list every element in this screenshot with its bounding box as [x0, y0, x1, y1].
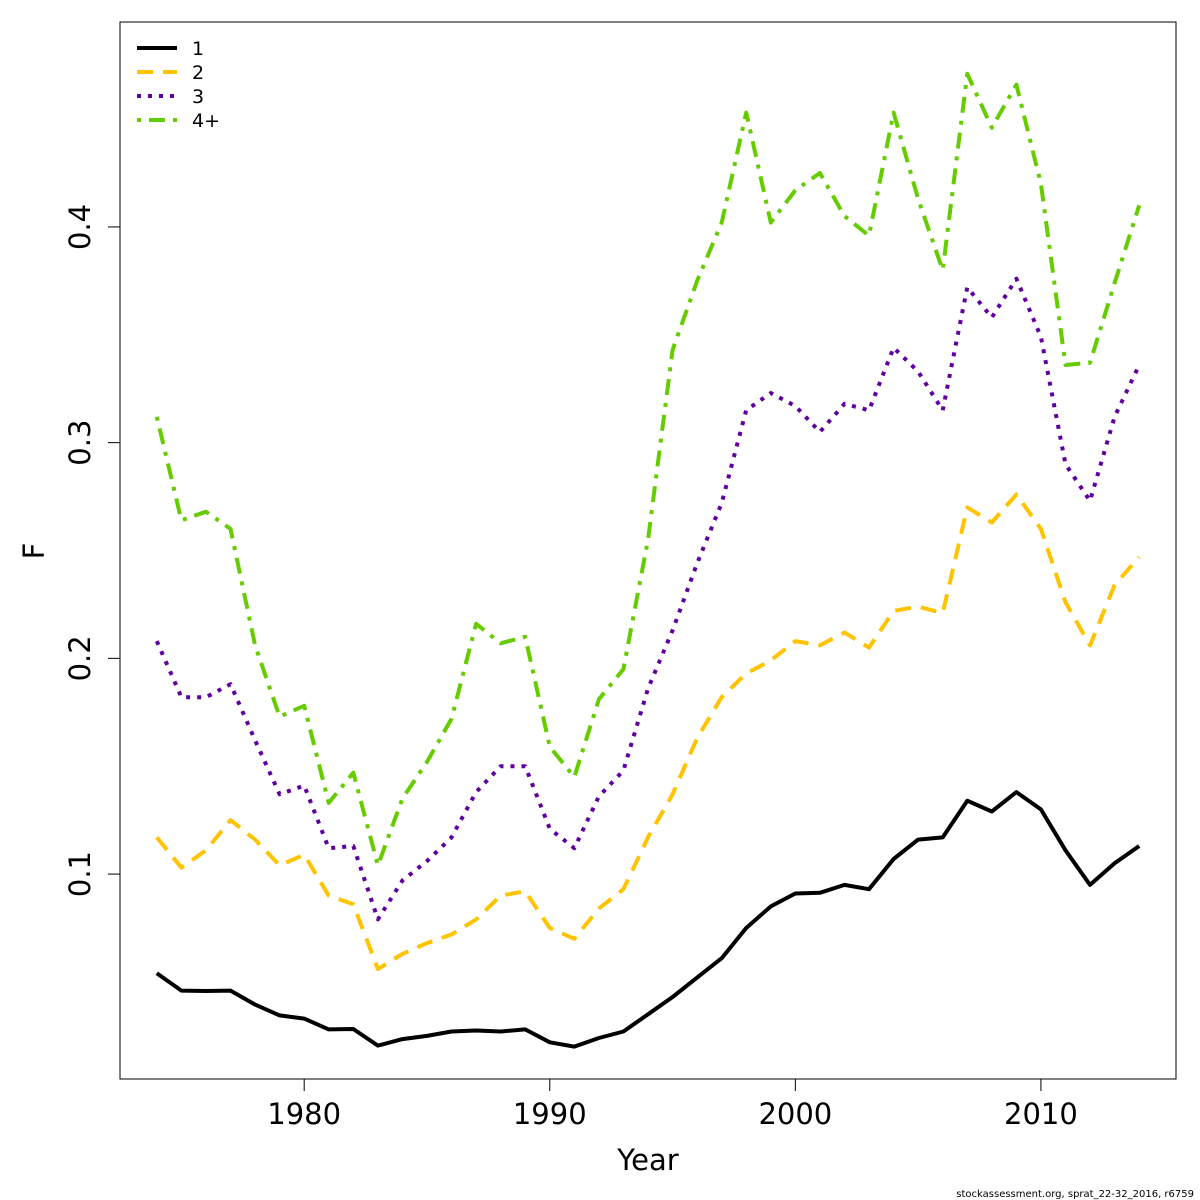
footer-credit: stockassessment.org, sprat_22-32_2016, r… [956, 1189, 1194, 1200]
series-line-2 [155, 492, 1141, 971]
x-axis-title: Year [616, 1143, 678, 1177]
y-axis-title: F [17, 543, 51, 560]
series-lines [154, 71, 1142, 1049]
y-tick-label: 0.3 [63, 420, 97, 466]
y-tick-label: 0.4 [63, 204, 97, 250]
x-tick-label: 2000 [758, 1097, 832, 1131]
series-line-3 [154, 276, 1142, 922]
legend-label-2: 2 [192, 62, 204, 84]
x-tick-label: 2010 [1004, 1097, 1078, 1131]
y-axis: 0.1 0.2 0.3 0.4 [63, 204, 120, 897]
series-line-4 [154, 71, 1142, 868]
x-tick-label: 1990 [513, 1097, 587, 1131]
plot-frame [119, 21, 1177, 1080]
x-tick-label: 1980 [267, 1097, 341, 1131]
legend-label-3: 3 [192, 86, 204, 108]
legend-label-4: 4+ [192, 110, 220, 132]
x-axis: 1980 1990 2000 2010 [267, 1079, 1078, 1131]
series-line-1 [155, 790, 1141, 1049]
legend-label-1: 1 [192, 38, 204, 60]
y-tick-label: 0.2 [63, 635, 97, 681]
y-tick-label: 0.1 [63, 851, 97, 897]
